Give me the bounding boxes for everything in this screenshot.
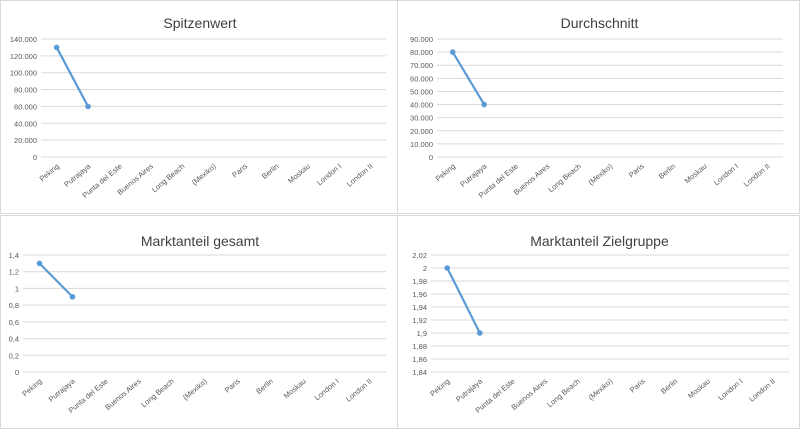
y-tick-label: 1,84 [412,368,427,377]
chart-panel-durchschnitt: Durchschnitt 0 10.000 20.000 30.000 40.000 50.… [397,0,800,214]
y-tick-label: 70.000 [410,61,433,70]
x-tick-label: Putrajaya [47,376,78,404]
chart-title: Durchschnitt [561,15,639,31]
y-tick-label: 1,88 [412,342,427,351]
y-tick-label: 1,86 [412,355,427,364]
y-tick-label: 0,6 [9,318,19,327]
x-tick-label: Moskau [282,377,308,401]
x-tick-label: Putrajaya [458,161,489,189]
y-tick-label: 90.000 [410,35,433,44]
y-tick-label: 1,96 [412,290,427,299]
x-tick-label: Long Beach [545,377,581,410]
x-tick-label: Peking [434,162,457,184]
x-tick-label: Peking [20,377,43,399]
x-tick-label: London I [716,377,744,403]
y-tick-label: 1,98 [412,277,427,286]
x-tick-label: Moskau [686,377,712,401]
y-tick-label: 80.000 [14,86,37,95]
x-tick-label: London II [345,162,375,189]
y-tick-label: 1,92 [412,316,427,325]
data-point [444,265,451,271]
series-line [55,46,90,107]
x-tick-label: Buenos Aires [103,376,143,411]
x-tick-label: (Mexiko) [586,376,614,402]
chart-svg: Durchschnitt 0 10.000 20.000 30.000 40.000 50.… [410,15,783,200]
x-tick-label: London I [712,162,740,188]
data-point [481,101,487,108]
x-tick-label: Paris [223,376,242,394]
y-tick-label: 0 [15,368,19,377]
y-tick-label: 1,94 [412,303,427,312]
x-tick-label: Moskau [683,162,709,186]
x-tick-label: Paris [230,161,249,179]
x-tick-label: Paris [627,161,646,179]
x-tick-label: London I [315,162,343,188]
chart-svg: Marktanteil Zielgruppe 1,84 1,86 1,88 1,9 1,9… [412,233,789,415]
y-tick-label: 40.000 [410,101,433,110]
y-tick-label: 2,02 [412,251,427,260]
y-tick-label: 0,8 [9,301,19,310]
x-tick-label: Peking [38,162,61,184]
data-point [53,44,60,51]
series-line [451,51,486,106]
chart-svg: Spitzenwert 0 20.000 40.000 60.000 80.000 100.… [10,15,386,200]
y-tick-label: 0 [33,153,37,162]
y-tick-label: 10.000 [410,140,433,149]
data-point [477,330,483,336]
x-tick-label: Moskau [286,162,312,186]
x-tick-label: London I [313,377,341,403]
y-tick-label: 1,4 [9,251,19,260]
y-tick-label: 50.000 [410,87,433,96]
x-tick-label: Berlin [659,377,679,396]
x-tick-label: (Mexiko) [190,161,218,187]
chart-panel-marktanteil-zielgruppe: Marktanteil Zielgruppe 1,84 1,86 1,88 1,9 1,9… [397,215,800,429]
chart-title: Marktanteil Zielgruppe [530,233,669,249]
y-tick-label: 20.000 [14,136,37,145]
chart-title: Spitzenwert [163,15,236,31]
y-tick-label: 60.000 [14,102,37,111]
y-tick-label: 1 [15,284,19,293]
x-tick-label: Berlin [657,162,677,181]
x-tick-label: Long Beach [150,162,186,195]
data-point [69,293,76,300]
chart-panel-spitzenwert: Spitzenwert 0 20.000 40.000 60.000 80.000 100.… [0,0,398,214]
x-tick-label: Berlin [260,162,280,181]
x-tick-label: Berlin [254,377,274,396]
y-tick-label: 100.000 [10,69,37,78]
chart-title: Marktanteil gesamt [141,233,259,249]
x-tick-label: (Mexiko) [586,161,614,187]
x-tick-label: London II [747,377,777,404]
x-tick-label: Paris [628,376,647,394]
y-tick-label: 1,9 [417,329,427,338]
x-tick-label: Buenos Aires [510,376,550,411]
y-tick-label: 0 [429,153,433,162]
y-tick-label: 80.000 [410,48,433,57]
x-tick-label: Putrajaya [62,161,93,189]
data-point [85,103,91,110]
x-tick-label: London II [742,162,772,189]
chart-panel-marktanteil-gesamt: Marktanteil gesamt 0 0,2 0,4 0,6 0,8 1 1,2 1,4 Pe… [0,215,398,429]
x-tick-label: (Mexiko) [181,376,209,402]
y-tick-label: 60.000 [410,74,433,83]
x-tick-label: Long Beach [139,377,175,410]
x-tick-label: Long Beach [546,162,582,195]
data-point [449,49,456,55]
y-tick-label: 40.000 [14,119,37,128]
y-tick-label: 120.000 [10,52,37,61]
data-point [36,260,43,267]
y-tick-label: 20.000 [410,127,433,136]
series-line [446,267,481,334]
x-tick-label: London II [344,377,374,404]
y-tick-label: 0,4 [9,335,19,344]
y-tick-label: 1,2 [9,268,19,277]
y-tick-label: 30.000 [410,114,433,123]
chart-svg: Marktanteil gesamt 0 0,2 0,4 0,6 0,8 1 1,2 1,4 Pe… [9,233,386,415]
x-tick-label: Putrajaya [454,376,485,404]
x-tick-label: Peking [428,377,451,399]
y-tick-label: 0,2 [9,351,19,360]
y-tick-label: 140.000 [10,35,37,44]
y-tick-label: 2 [423,264,427,273]
series-line [38,262,74,298]
